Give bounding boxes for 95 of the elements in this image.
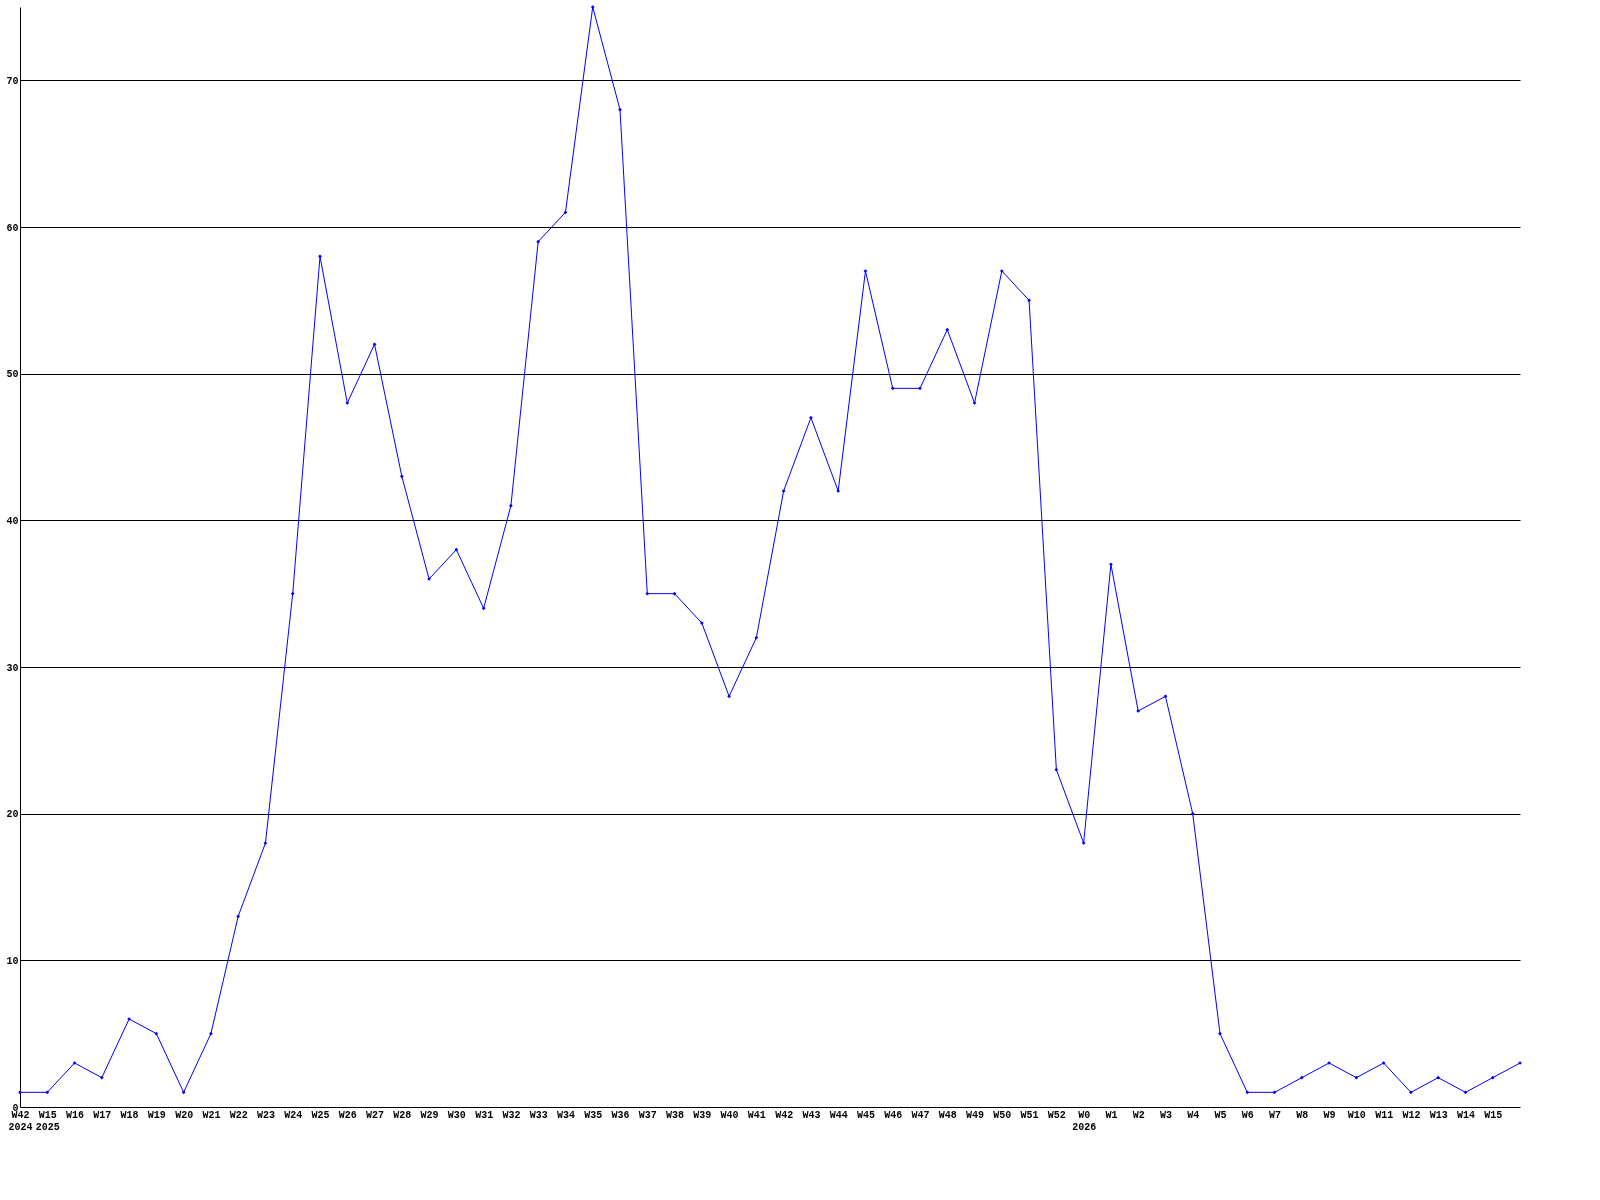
x-tick-label: W26 <box>338 1109 357 1121</box>
point <box>372 342 377 347</box>
y-tick-label: 70 <box>6 75 19 87</box>
x-tick-label: W0 2026 <box>1072 1109 1097 1133</box>
point <box>863 269 868 273</box>
point <box>1436 1075 1441 1080</box>
x-tick-label: W6 <box>1241 1109 1254 1121</box>
x-tick-label: W50 <box>993 1109 1012 1121</box>
point <box>399 474 404 479</box>
x-tick-label: W14 <box>1456 1109 1475 1121</box>
x-tick-label: W35 <box>584 1109 603 1121</box>
y-tick-label: 60 <box>6 222 19 234</box>
x-tick-label: W52 <box>1047 1109 1066 1121</box>
x-tick-label: W12 <box>1402 1109 1421 1121</box>
point <box>345 401 350 405</box>
x-tick-label: W25 <box>311 1109 330 1121</box>
point <box>618 107 622 112</box>
x-tick-label: W51 <box>1020 1109 1039 1121</box>
x-tick-label: W47 <box>911 1109 930 1121</box>
x-tick-label: W44 <box>829 1109 848 1121</box>
x-tick-label: W38 <box>666 1109 685 1121</box>
point <box>836 489 841 493</box>
point <box>18 1090 22 1095</box>
x-tick-label: W23 <box>256 1109 275 1121</box>
point <box>1136 709 1141 713</box>
x-tick-label: W1 <box>1105 1109 1118 1121</box>
x-tick-label: W41 <box>747 1109 766 1121</box>
x-tick-label: W10 <box>1347 1109 1366 1121</box>
x-tick-label: W2 <box>1132 1109 1145 1121</box>
point <box>99 1075 104 1080</box>
x-tick-label: W29 <box>420 1109 439 1121</box>
point <box>590 5 595 9</box>
point <box>999 269 1004 273</box>
x-tick-label: W48 <box>938 1109 957 1121</box>
x-tick-label: W22 <box>229 1109 248 1121</box>
x-tick-label: W42 <box>775 1109 794 1121</box>
x-tick-label: W19 <box>147 1109 166 1121</box>
x-tick-label: W21 <box>202 1109 221 1121</box>
point <box>972 401 977 405</box>
point <box>1381 1061 1386 1065</box>
point <box>263 841 268 845</box>
x-tick-label: W7 <box>1269 1109 1282 1121</box>
x-tick-label: W5 <box>1214 1109 1227 1121</box>
x-tick-label: W16 <box>66 1109 85 1121</box>
x-tick-label: W28 <box>393 1109 412 1121</box>
point <box>318 254 322 259</box>
x-tick-label: W4 <box>1187 1109 1200 1121</box>
x-tick-label: W15 <box>1484 1109 1503 1121</box>
x-tick-label: W34 <box>556 1109 575 1121</box>
x-tick-label: W17 <box>93 1109 112 1121</box>
x-tick-label: W39 <box>693 1109 712 1121</box>
x-tick-label: W9 <box>1323 1109 1336 1121</box>
point <box>1027 298 1031 303</box>
point <box>781 489 786 493</box>
x-tick-label: W24 <box>284 1109 303 1121</box>
x-tick-label: W30 <box>447 1109 466 1121</box>
x-tick-label: W18 <box>120 1109 139 1121</box>
point <box>1299 1075 1304 1080</box>
y-tick-label: 30 <box>6 662 19 674</box>
point <box>209 1031 213 1036</box>
x-tick-label: W32 <box>502 1109 521 1121</box>
x-tick-label: W36 <box>611 1109 630 1121</box>
point <box>918 386 922 391</box>
x-tick-label: W46 <box>884 1109 903 1121</box>
y-tick-label: 50 <box>6 369 19 381</box>
x-tick-label: W27 <box>366 1109 385 1121</box>
point <box>1081 841 1086 845</box>
y-tick-label: 20 <box>6 809 19 821</box>
point <box>699 621 704 625</box>
point <box>672 591 677 596</box>
x-tick-label: W40 <box>720 1109 739 1121</box>
x-tick-label: W43 <box>802 1109 821 1121</box>
point <box>809 415 813 420</box>
x-tick-label: W3 <box>1159 1109 1172 1121</box>
point <box>236 914 241 919</box>
x-tick-label: W49 <box>966 1109 985 1121</box>
x-tick-label: W20 <box>175 1109 194 1121</box>
x-tick-label: W13 <box>1429 1109 1448 1121</box>
point <box>1109 562 1113 567</box>
point <box>72 1061 77 1065</box>
x-tick-label: W31 <box>475 1109 494 1121</box>
point <box>1409 1090 1413 1095</box>
x-tick-label: W45 <box>856 1109 875 1121</box>
x-tick-label: W11 <box>1375 1109 1394 1121</box>
point <box>1218 1031 1222 1036</box>
point <box>536 239 541 244</box>
y-tick-label: 10 <box>6 955 19 967</box>
x-tick-label: W8 <box>1296 1109 1309 1121</box>
x-tick-label: W33 <box>529 1109 548 1121</box>
x-tick-label: W37 <box>638 1109 657 1121</box>
x-tick-label: W15 2025 <box>35 1109 60 1133</box>
point <box>1272 1090 1277 1095</box>
point <box>509 503 513 508</box>
y-tick-label: 40 <box>6 515 19 527</box>
point <box>727 694 731 699</box>
